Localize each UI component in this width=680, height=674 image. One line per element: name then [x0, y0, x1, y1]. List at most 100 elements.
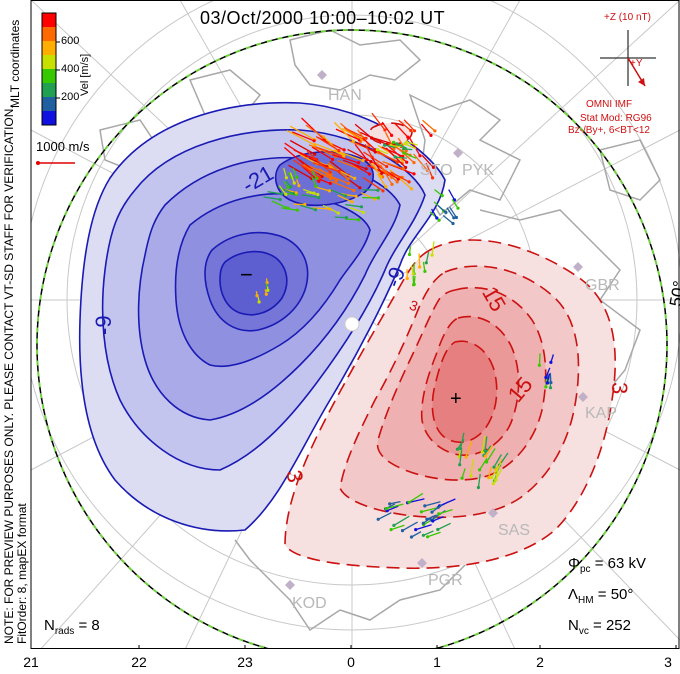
velocity-vector-origin — [359, 205, 364, 209]
phi-value: = 63 kV — [594, 555, 646, 572]
radar-count: Nrads = 8 — [44, 617, 100, 637]
velocity-vector — [403, 152, 417, 159]
velocity-vector-origin — [346, 177, 350, 181]
velocity-vector-origin — [385, 164, 389, 169]
velocity-vector — [389, 500, 401, 505]
velocity-vector — [302, 188, 315, 194]
velocity-vector — [408, 492, 424, 503]
velocity-vector — [312, 162, 340, 173]
velocity-vector — [403, 119, 415, 132]
velocity-vector — [382, 160, 404, 170]
velocity-vector — [479, 458, 488, 471]
positive-contour-15 — [431, 340, 498, 443]
velocity-vector-origin — [423, 504, 427, 508]
velocity-vector — [421, 507, 438, 513]
velocity-vector-origin — [327, 189, 332, 193]
velocity-vector-origin — [342, 148, 346, 152]
cross-polar-cap-potential: Φpc = 63 kV — [568, 555, 646, 575]
velocity-vector — [363, 151, 388, 168]
velocity-vector — [315, 135, 340, 152]
velocity-vector-origin — [361, 210, 366, 214]
velocity-vector-origin — [284, 176, 288, 180]
velocity-vector — [372, 162, 382, 178]
mlt-tick-marks — [30, 645, 677, 649]
colorbar-segment — [42, 83, 56, 98]
reference-vector — [36, 161, 75, 165]
mlt-tick-label: 1 — [433, 654, 441, 670]
phi-symbol: Φ — [568, 555, 580, 572]
imf-source: OMNI IMF — [586, 99, 633, 110]
velocity-vector — [344, 218, 359, 221]
fit-order-label: FitOrder: 8, mapEX format — [15, 503, 29, 644]
velocity-vector-origin — [313, 143, 317, 147]
station-label-kap: KAP — [585, 405, 617, 422]
velocity-vector — [340, 193, 357, 197]
velocity-vector — [390, 171, 410, 183]
velocity-vector-origin — [407, 180, 411, 184]
velocity-vector — [326, 163, 355, 179]
velocity-vector — [424, 501, 441, 507]
velocity-vector-origin — [426, 535, 430, 539]
station-marker — [578, 392, 588, 402]
map-outer-circle — [36, 29, 668, 649]
velocity-vector-origin — [494, 478, 498, 482]
velocity-vector — [288, 164, 313, 180]
velocity-vector-origin — [297, 184, 301, 188]
velocity-vector-origin — [464, 455, 468, 459]
mlt-tick-label: 23 — [237, 654, 253, 670]
velocity-vector-origin — [431, 165, 436, 169]
velocity-vector-origin — [357, 161, 361, 165]
imf-y-label: +Y — [630, 58, 643, 69]
station-label-sto: STO — [420, 162, 453, 179]
velocity-vector-origin — [409, 187, 414, 191]
velocity-vector — [362, 137, 376, 151]
velocity-vector — [354, 123, 373, 139]
velocity-vector — [330, 189, 346, 197]
velocity-vector-origin — [364, 167, 368, 171]
velocity-vector-origin — [412, 129, 417, 133]
velocity-vector — [308, 157, 328, 168]
hm-boundary-latitude: ΛHM = 50° — [568, 586, 633, 606]
nvc-subscript: vc — [578, 626, 589, 637]
velocity-vector — [292, 167, 298, 178]
station-label-gbr: GBR — [585, 277, 620, 294]
velocity-vector-origin — [456, 206, 460, 210]
velocity-vector — [330, 180, 355, 192]
velocity-vector-origin — [370, 136, 374, 140]
velocity-vector-origin — [491, 482, 495, 486]
velocity-vector — [311, 175, 331, 185]
colorbar-tick-label: 600 — [61, 35, 80, 47]
velocity-vector-origin — [433, 129, 437, 133]
velocity-vector-origin — [294, 191, 298, 195]
colorbar-tick-label: 200 — [61, 91, 80, 103]
velocity-vector — [492, 469, 503, 484]
velocity-vector — [371, 157, 383, 174]
mlt-tick-label: 21 — [23, 654, 39, 670]
velocity-colorbar — [41, 12, 57, 126]
velocity-vector — [431, 208, 438, 219]
velocity-vector-origin — [353, 176, 357, 180]
velocity-vector — [314, 143, 345, 156]
velocity-vector-origin — [402, 147, 406, 151]
velocity-vector — [491, 462, 502, 478]
velocity-vector — [442, 214, 454, 225]
velocity-vector-origin — [423, 269, 427, 273]
negative-contour-18 — [219, 250, 288, 316]
velocity-vector-origin — [549, 360, 553, 364]
velocity-vector — [404, 143, 417, 150]
contour-label-3-right: 3 — [607, 382, 632, 394]
velocity-vector — [437, 204, 447, 213]
velocity-vector-origin — [365, 158, 369, 162]
velocity-vector — [449, 206, 457, 218]
velocity-vector-origin — [390, 175, 394, 179]
velocity-vector — [281, 207, 298, 211]
velocity-vector-origin — [435, 216, 439, 220]
velocity-vector — [538, 353, 541, 366]
velocity-vector-origin — [257, 300, 261, 304]
imf-clock — [600, 30, 656, 87]
velocity-vector — [306, 150, 331, 173]
vector-count: Nvc = 252 — [568, 617, 631, 637]
velocity-vector-origin — [388, 502, 392, 506]
nrads-value: = 8 — [78, 617, 100, 634]
